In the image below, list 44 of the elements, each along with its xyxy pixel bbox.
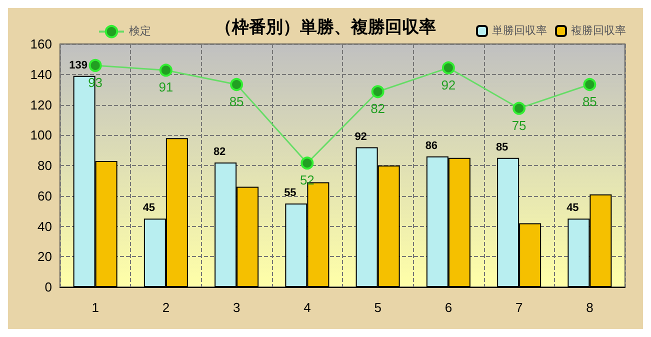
y-tick-label: 100 — [30, 128, 52, 143]
data-label: 139 — [69, 59, 88, 72]
data-label: 91 — [158, 80, 174, 95]
data-label: 52 — [300, 172, 314, 188]
point — [371, 85, 384, 98]
x-tick-label: 5 — [374, 300, 382, 315]
y-tick-label: 160 — [30, 36, 52, 52]
point — [230, 78, 244, 91]
data-label: 86 — [425, 140, 438, 152]
x-tick-label: 2 — [162, 300, 170, 315]
y-tick-label: 140 — [30, 66, 52, 82]
point — [159, 64, 172, 77]
x-tick-label: 6 — [444, 300, 452, 315]
x-tick-label: 8 — [586, 300, 594, 315]
y-tick-label: 0 — [44, 280, 52, 294]
data-label: 75 — [512, 118, 526, 133]
y-tick-label: 120 — [30, 97, 52, 112]
point — [583, 78, 596, 91]
chart-title: （枠番別）単勝、複勝回収率 — [215, 18, 436, 38]
point — [300, 156, 314, 170]
data-label: 92 — [354, 130, 367, 143]
y-tick-label: 40 — [38, 218, 52, 234]
point — [442, 61, 455, 74]
data-label: 85 — [582, 94, 597, 109]
legend-label: 検定 — [129, 24, 151, 38]
data-label: 85 — [229, 94, 244, 109]
legend-label: 単勝回収率 — [492, 24, 547, 37]
x-tick-label: 4 — [304, 300, 311, 315]
data-label: 45 — [566, 202, 579, 214]
x-tick-label: 3 — [232, 300, 240, 315]
y-tick-label: 80 — [38, 158, 52, 173]
data-label: 45 — [142, 202, 156, 214]
x-tick-label: 1 — [92, 300, 99, 315]
y-tick-label: 20 — [38, 249, 52, 264]
point — [512, 102, 526, 115]
legend-label: 複勝回収率 — [571, 24, 626, 37]
data-label: 82 — [213, 146, 226, 158]
x-tick-label: 7 — [515, 300, 523, 315]
point — [88, 58, 102, 72]
y-tick-label: 60 — [38, 188, 52, 204]
data-label: 55 — [284, 186, 296, 199]
data-label: 82 — [370, 101, 386, 116]
data-label: 85 — [496, 141, 508, 154]
data-label: 92 — [441, 77, 456, 92]
